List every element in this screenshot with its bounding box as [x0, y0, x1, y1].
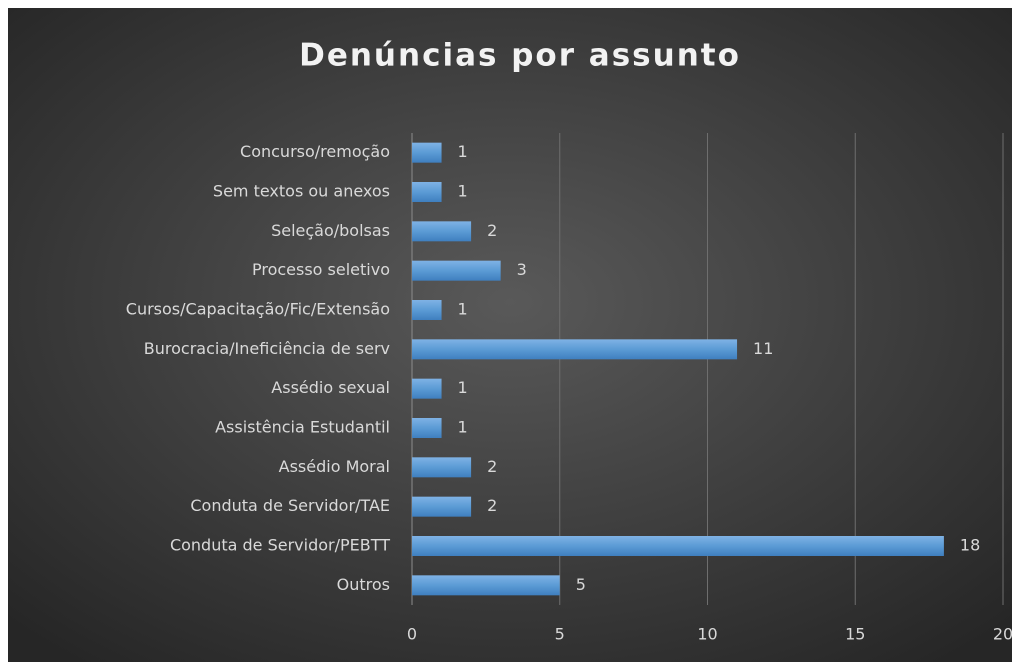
y-tick-label: Cursos/Capacitação/Fic/Extensão — [126, 300, 390, 319]
y-tick-label: Concurso/remoção — [240, 142, 390, 161]
y-tick-label: Sem textos ou anexos — [213, 182, 390, 201]
y-tick-label: Seleção/bolsas — [271, 221, 390, 240]
data-label: 5 — [576, 575, 586, 594]
x-tick-label: 20 — [993, 625, 1013, 644]
bar — [412, 378, 442, 399]
data-label: 2 — [487, 457, 497, 476]
y-tick-label: Conduta de Servidor/PEBTT — [170, 536, 390, 555]
bar — [412, 418, 442, 438]
data-label: 1 — [458, 142, 468, 161]
chart-title: Denúncias por assunto — [299, 38, 741, 74]
data-label: 1 — [458, 378, 468, 397]
bar — [412, 260, 501, 281]
data-label: 18 — [960, 536, 980, 555]
bar — [412, 300, 442, 320]
data-label: 3 — [517, 260, 527, 279]
bar — [412, 575, 560, 596]
bar — [412, 496, 472, 517]
data-label: 11 — [753, 339, 773, 358]
y-tick-label: Burocracia/Ineficiência de serv — [144, 339, 390, 358]
bar — [412, 339, 738, 360]
data-label: 2 — [487, 221, 497, 240]
y-tick-label: Conduta de Servidor/TAE — [190, 496, 390, 515]
x-tick-label: 5 — [555, 625, 565, 644]
data-label: 1 — [458, 418, 468, 437]
data-label: 2 — [487, 496, 497, 515]
bar — [412, 142, 442, 163]
y-tick-label: Assistência Estudantil — [215, 418, 390, 437]
bar — [412, 221, 472, 242]
chart-background — [8, 8, 1012, 662]
data-label: 1 — [458, 182, 468, 201]
x-tick-label: 15 — [845, 625, 865, 644]
y-tick-label: Processo seletivo — [252, 260, 390, 279]
bar — [412, 536, 944, 556]
data-label: 1 — [458, 300, 468, 319]
y-tick-label: Assédio sexual — [271, 378, 390, 397]
bar — [412, 182, 442, 202]
y-tick-label: Outros — [337, 575, 390, 594]
y-tick-label: Assédio Moral — [279, 457, 390, 476]
x-tick-label: 10 — [697, 625, 717, 644]
x-tick-label: 0 — [407, 625, 417, 644]
bar — [412, 457, 472, 478]
